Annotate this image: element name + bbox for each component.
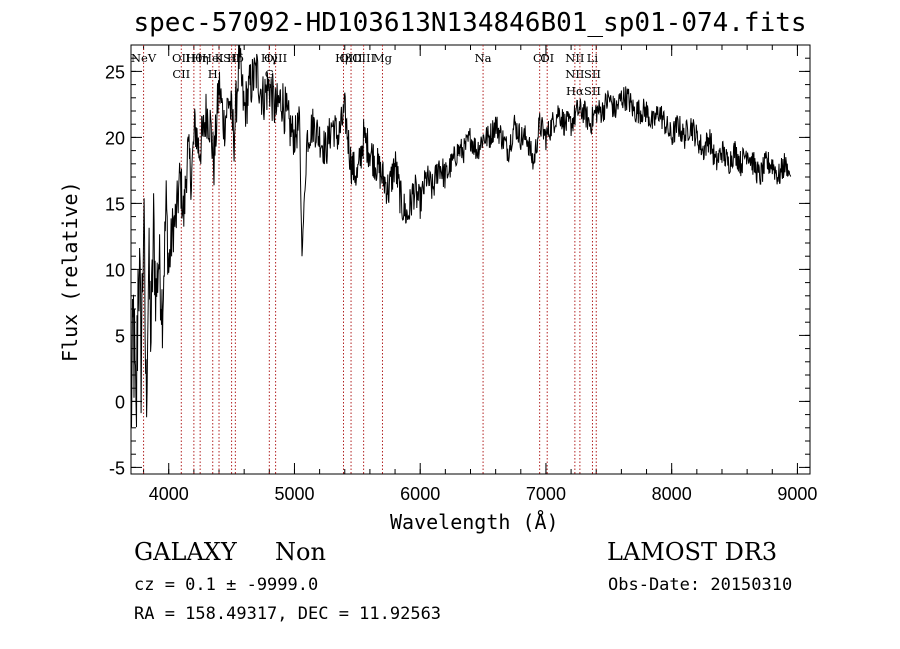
y-tick-label: 0 — [115, 392, 125, 412]
line-label: CII — [172, 67, 190, 81]
line-label: Hβ — [335, 51, 352, 65]
y-tick-label: 25 — [105, 62, 125, 82]
chart-title: spec-57092-HD103613N134846B01_sp01-074.f… — [133, 8, 807, 38]
line-label: OIII — [340, 51, 363, 65]
x-tick-label: 7000 — [526, 484, 566, 504]
line-label: K — [215, 51, 224, 65]
survey-name: LAMOST DR3 — [607, 538, 778, 566]
object-class: GALAXY — [134, 538, 237, 566]
redshift-text: cz = 0.1 ± -9999.0 — [134, 575, 319, 595]
line-label: Hθ — [185, 51, 202, 65]
tick-labels: 4000 5000 6000 7000 8000 9000 -5 0 5 10 15 20 25 — [105, 62, 817, 504]
y-axis-label: Flux (relative) — [58, 181, 82, 362]
x-tick-label: 8000 — [652, 484, 692, 504]
x-tick-label: 4000 — [149, 484, 189, 504]
line-label: SII — [584, 67, 601, 81]
line-label: OIII — [352, 51, 375, 65]
coordinates-text: RA = 158.49317, DEC = 11.92563 — [134, 604, 442, 624]
line-label: HeI — [202, 51, 223, 65]
y-tick-label: -5 — [109, 458, 125, 478]
line-label: Na — [475, 51, 492, 65]
line-label: G — [265, 67, 274, 81]
line-label: Hα — [566, 84, 584, 98]
x-tick-label: 5000 — [274, 484, 314, 504]
spectrum-series — [130, 44, 792, 428]
y-tick-label: 20 — [105, 128, 125, 148]
y-tick-label: 10 — [105, 260, 125, 280]
line-label: OIII — [264, 51, 287, 65]
line-label: NII — [565, 51, 584, 65]
y-tick-label: 15 — [105, 194, 125, 214]
x-axis-label: Wavelength (Å) — [390, 510, 559, 534]
line-label: SII — [223, 51, 240, 65]
obs-date-text: Obs-Date: 20150310 — [608, 575, 793, 595]
x-tick-label: 6000 — [400, 484, 440, 504]
line-label: Li — [587, 51, 599, 65]
line-label: OII — [172, 51, 191, 65]
line-label: NeV — [131, 51, 157, 65]
line-label: NII — [565, 67, 584, 81]
line-label: Hγ — [261, 51, 278, 65]
line-label: H — [208, 67, 218, 81]
x-tick-label: 9000 — [777, 484, 817, 504]
spectrum-line — [130, 44, 792, 428]
y-tick-label: 5 — [115, 326, 125, 346]
line-label: OI — [540, 51, 554, 65]
line-label: SII — [584, 84, 601, 98]
spectral-line-markers — [143, 45, 597, 474]
line-label: CI — [533, 51, 546, 65]
line-label: Hη — [192, 51, 209, 65]
object-subclass: Non — [275, 538, 326, 566]
line-label: Mg — [373, 51, 393, 65]
